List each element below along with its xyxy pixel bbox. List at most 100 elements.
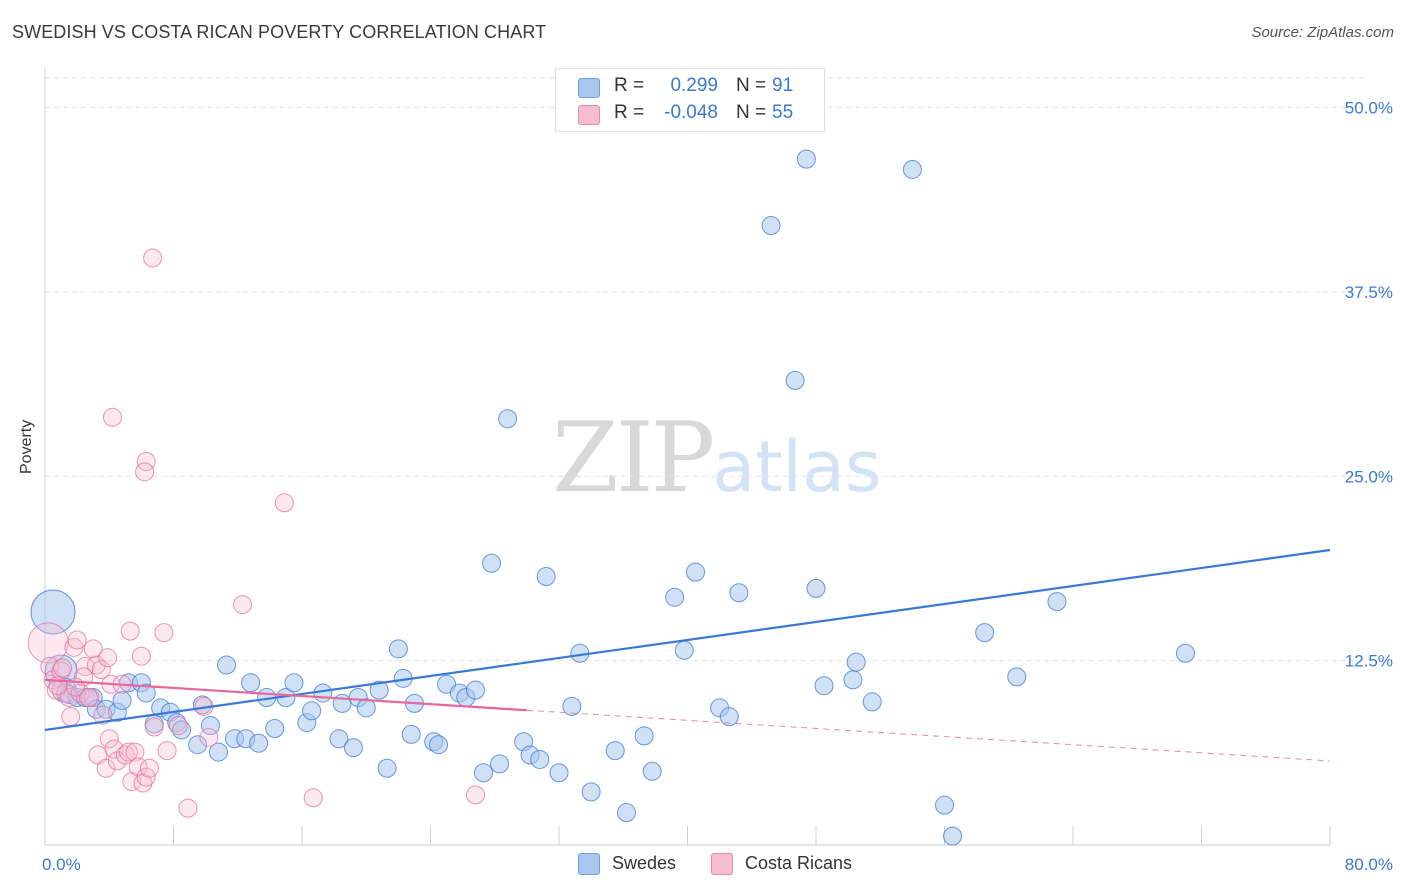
axis-layer: [44, 68, 1331, 846]
costa-ricans-point: [61, 707, 81, 727]
swedes-point: [465, 680, 485, 700]
swedes-point: [249, 733, 269, 753]
swedes-point: [490, 754, 510, 774]
swedes-point: [814, 676, 834, 696]
swedes-point: [562, 696, 582, 716]
legend-r-label: R =: [614, 102, 645, 123]
costa-ricans-trendline-extension: [526, 709, 1331, 762]
legend-n-label: N =: [736, 75, 767, 96]
costa-ricans-point: [154, 623, 174, 643]
watermark-zip: ZIP: [552, 402, 715, 514]
swedes-point: [265, 718, 285, 738]
chart-title: SWEDISH VS COSTA RICAN POVERTY CORRELATI…: [12, 22, 547, 42]
costa-ricans-point: [93, 705, 113, 725]
y-tick-label: 12.5%: [1345, 652, 1393, 671]
y-tick-label: 50.0%: [1345, 99, 1393, 118]
legend-n-label: N =: [736, 102, 767, 123]
points-layer: [27, 149, 1195, 846]
swedes-trendline: [44, 548, 1331, 732]
swedes-point: [843, 670, 863, 690]
costa-ricans-point: [125, 742, 145, 762]
watermark-atlas: atlas: [712, 426, 882, 508]
swedes-point: [785, 370, 805, 390]
costa-ricans-point: [136, 452, 156, 471]
costa-ricans-point: [83, 639, 103, 659]
costa-ricans-point: [199, 727, 219, 747]
bottom-legend-label-costa-ricans: Costa Ricans: [745, 853, 853, 873]
swedes-point: [401, 724, 421, 744]
swedes-point: [642, 761, 662, 781]
bottom-legend-swatch-swedes: [578, 853, 600, 875]
swedes-point: [208, 742, 228, 762]
bottom-legend-label-swedes: Swedes: [612, 853, 677, 873]
legend-n-value: 91: [772, 75, 794, 96]
swedes-point: [796, 149, 816, 169]
costa-ricans-point: [99, 729, 119, 749]
costa-ricans-point: [143, 248, 163, 268]
swedes-point: [686, 562, 706, 582]
swedes-point: [719, 707, 739, 727]
y-tick-label: 37.5%: [1345, 283, 1393, 302]
swedes-point: [761, 216, 781, 235]
costa-ricans-point: [178, 798, 198, 818]
swedes-point: [729, 583, 749, 603]
costa-ricans-trendline: [44, 678, 527, 712]
swedes-point: [498, 409, 518, 429]
legend-r-value: -0.048: [664, 102, 718, 123]
swedes-point: [30, 589, 76, 635]
costa-ricans-point: [102, 407, 122, 427]
swedes-point: [1047, 592, 1067, 612]
costa-ricans-point: [131, 646, 151, 666]
legend-r-value: 0.299: [670, 75, 718, 96]
swedes-point: [1007, 667, 1027, 687]
costa-ricans-point: [67, 630, 87, 650]
swedes-point: [634, 726, 654, 746]
swedes-point: [474, 763, 494, 783]
watermark: ZIPatlas: [552, 402, 881, 514]
correlation-legend: R = 0.299 N = 91 R = -0.048 N = 55: [555, 68, 825, 132]
costa-ricans-point: [120, 621, 140, 641]
bottom-legend-swatch-costa-ricans: [711, 853, 733, 875]
swedes-point: [284, 673, 304, 693]
swedes-point: [429, 735, 449, 755]
swedes-point: [302, 701, 322, 721]
swedes-point: [313, 683, 333, 703]
costa-ricans-point: [233, 595, 253, 615]
swedes-point: [862, 692, 882, 712]
swedes-point: [846, 652, 866, 672]
swedes-point: [217, 655, 237, 675]
swedes-point: [1175, 643, 1195, 663]
swedes-point: [388, 639, 408, 659]
swedes-point: [674, 640, 694, 660]
costa-ricans-point: [303, 788, 323, 808]
swedes-point: [549, 763, 569, 783]
tick-label-layer: 12.5% 25.0% 37.5% 50.0% 0.0% 80.0%: [42, 99, 1393, 875]
swedes-point: [665, 587, 685, 607]
swedes-point: [377, 758, 397, 778]
swedes-point: [806, 578, 826, 598]
costa-ricans-point: [91, 659, 111, 679]
y-tick-label: 25.0%: [1345, 467, 1393, 486]
costa-ricans-point: [27, 622, 69, 664]
legend-swatch-swedes: [578, 78, 600, 98]
costa-ricans-point: [53, 658, 73, 678]
swedes-point: [902, 159, 922, 179]
costa-ricans-point: [274, 493, 294, 513]
swedes-point: [605, 741, 625, 761]
costa-ricans-point: [144, 717, 164, 737]
y-axis-label: Poverty: [18, 419, 35, 474]
swedes-point: [241, 673, 261, 693]
costa-ricans-point: [98, 648, 118, 668]
costa-ricans-point: [168, 716, 188, 736]
trend-layer: [44, 548, 1331, 762]
swedes-point: [369, 680, 389, 700]
swedes-point: [581, 782, 601, 802]
swedes-point: [935, 795, 954, 815]
costa-ricans-point: [78, 688, 98, 707]
costa-ricans-point: [59, 688, 79, 707]
swedes-point: [530, 749, 550, 769]
x-tick-label: 80.0%: [1345, 855, 1393, 874]
swedes-point: [188, 735, 208, 755]
swedes-point: [975, 623, 995, 643]
